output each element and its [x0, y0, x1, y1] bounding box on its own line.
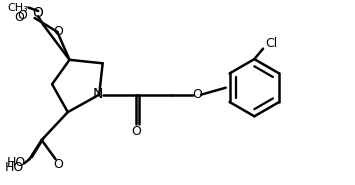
Text: HO: HO: [5, 162, 24, 174]
Text: O: O: [192, 88, 202, 101]
Text: O: O: [17, 9, 27, 22]
Text: O: O: [33, 6, 44, 20]
Text: O: O: [14, 11, 24, 24]
Text: O: O: [54, 158, 63, 171]
Text: Cl: Cl: [265, 37, 277, 50]
Text: CH₃: CH₃: [7, 3, 28, 13]
Text: N: N: [92, 87, 103, 101]
Text: O: O: [53, 25, 63, 38]
Text: O: O: [131, 125, 141, 138]
Text: HO: HO: [7, 156, 26, 169]
